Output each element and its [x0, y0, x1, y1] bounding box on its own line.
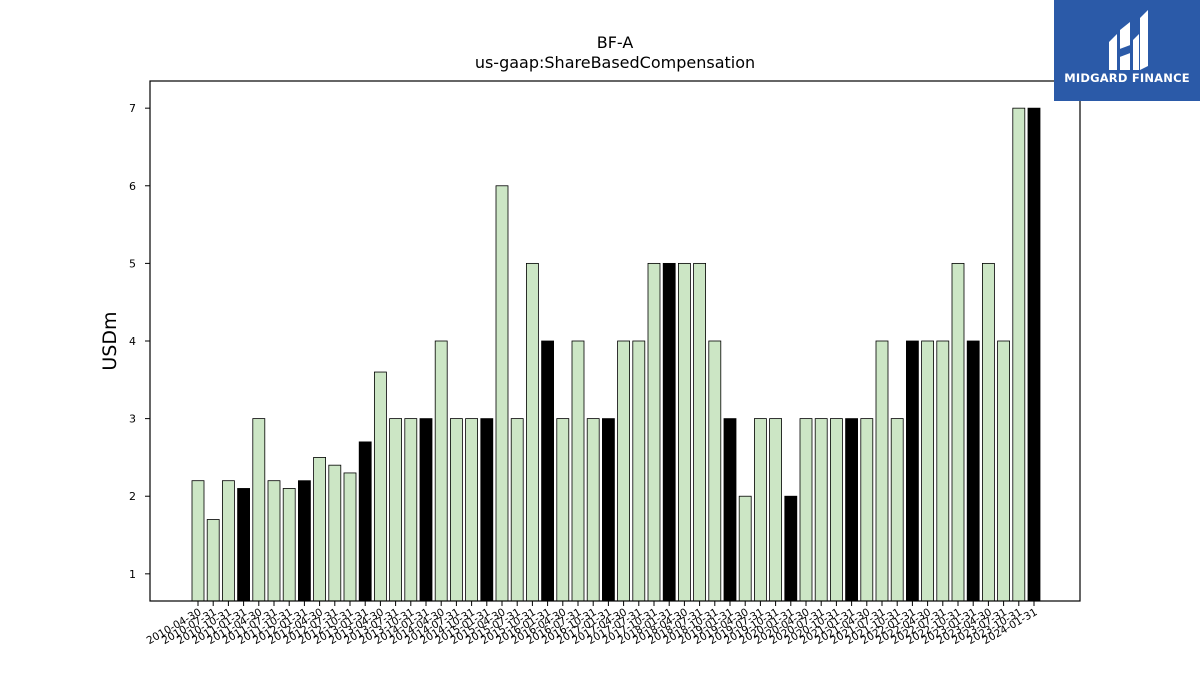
chart-title: BF-A: [597, 33, 634, 52]
bar-2022-04-30: [921, 340, 934, 602]
bar-2023-04-30: [982, 262, 995, 602]
y-tick-label: 2: [129, 490, 136, 503]
bar-2012-04-30: [313, 457, 327, 602]
bar-2014-01-31: [419, 418, 433, 602]
logo-mark-icon: [1054, 0, 1200, 101]
chart-subtitle: us-gaap:ShareBasedCompensation: [475, 53, 755, 72]
bar-2013-10-31: [404, 418, 418, 602]
bar-2018-01-31: [662, 262, 676, 602]
bar-2017-07-31: [632, 340, 646, 602]
bar-2010-04-30: [191, 480, 205, 602]
bar-2019-01-31: [723, 418, 737, 602]
x-axis-ticks: 2010-04-302010-07-312010-10-312011-01-31…: [145, 601, 1040, 647]
y-tick-label: 3: [129, 413, 136, 426]
bar-2019-10-31: [769, 418, 782, 602]
bar-2018-04-30: [678, 262, 691, 602]
bar-2011-01-31: [237, 488, 251, 602]
bar-2017-01-31: [602, 418, 615, 602]
bar-2012-07-31: [328, 464, 342, 602]
bar-2014-10-31: [465, 418, 479, 602]
bar-2017-10-31: [647, 262, 661, 602]
bar-2018-10-31: [708, 340, 722, 602]
bar-2018-07-31: [693, 262, 706, 602]
y-tick-label: 6: [129, 180, 136, 193]
bar-2016-04-30: [556, 418, 570, 602]
bar-2022-01-31: [906, 340, 919, 602]
bar-2023-07-31: [997, 340, 1010, 602]
bar-2019-07-31: [754, 418, 767, 602]
bar-2014-04-30: [434, 340, 448, 602]
bar-2010-10-31: [221, 480, 235, 602]
y-axis-ticks: 1 2 3 4 5 6 7: [129, 102, 150, 581]
y-tick-label: 1: [129, 568, 136, 581]
logo-text: MIDGARD FINANCE: [1064, 71, 1190, 85]
bar-2011-10-31: [282, 488, 296, 602]
bar-2023-01-31: [966, 340, 980, 602]
bar-2012-01-31: [297, 480, 311, 602]
bar-2021-04-30: [860, 418, 874, 602]
bar-2020-07-31: [814, 418, 828, 602]
bar-2013-07-31: [389, 418, 403, 602]
y-tick-label: 7: [129, 102, 136, 115]
bar-2012-10-31: [343, 472, 357, 602]
bar-2014-07-31: [449, 418, 463, 602]
bar-2015-07-31: [510, 418, 524, 602]
bar-2021-07-31: [875, 340, 889, 602]
bar-2021-10-31: [890, 418, 904, 602]
y-tick-label: 4: [129, 335, 136, 348]
plot-frame: [149, 80, 1081, 602]
bar-2011-07-31: [267, 480, 281, 602]
bar-2022-07-31: [936, 340, 950, 602]
bar-2011-04-30: [252, 418, 266, 602]
bar-2016-01-31: [541, 340, 554, 602]
bar-2016-07-31: [571, 340, 585, 602]
bar-2010-07-31: [206, 519, 220, 602]
bar-2015-04-30: [495, 185, 509, 602]
bar-2022-10-31: [951, 262, 965, 602]
bar-2015-01-31: [480, 418, 494, 602]
bar-2013-04-30: [373, 371, 387, 602]
bar-2019-04-30: [738, 495, 752, 602]
bar-2013-01-31: [358, 441, 372, 602]
bar-2020-10-31: [830, 418, 843, 602]
bar-2024-01-31: [1027, 107, 1041, 602]
y-tick-label: 5: [129, 257, 136, 270]
bar-2017-04-30: [617, 340, 630, 602]
midgard-finance-logo: MIDGARD FINANCE: [1054, 0, 1200, 101]
bar-2023-10-31: [1012, 107, 1026, 602]
bar-2016-10-31: [586, 418, 600, 602]
bar-2021-01-31: [845, 418, 858, 602]
bar-2015-10-31: [526, 262, 539, 602]
bars: [191, 107, 1041, 602]
bar-2020-01-31: [784, 495, 798, 602]
bar-2020-04-30: [799, 418, 813, 602]
y-axis-label: USDm: [99, 311, 121, 370]
